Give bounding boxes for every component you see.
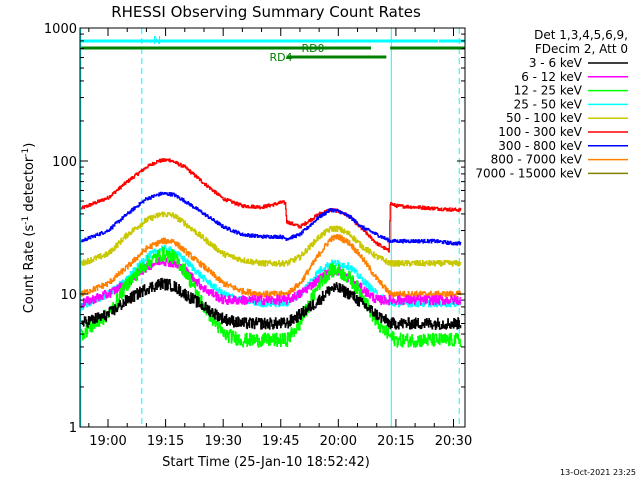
flag-label-rd0: RD0: [301, 42, 324, 55]
legend: Det 1,3,4,5,6,9, FDecim 2, Att 0 3 - 6 k…: [475, 28, 628, 180]
x-axis-label: Start Time (25-Jan-10 18:52:42): [162, 455, 370, 470]
x-tick-label: 20:00: [320, 434, 357, 449]
axes: 19:00 19:15 19:30 19:45 20:00 20:15 20:30 1 10 10…: [44, 22, 472, 449]
x-tick-label: 20:30: [435, 434, 472, 449]
x-tick-label: 19:00: [89, 434, 126, 449]
legend-label: 6 - 12 keV: [521, 70, 583, 84]
series-50-100-kev: [80, 211, 462, 267]
data-series: [80, 158, 462, 348]
flag-vertical-lines: [80, 28, 460, 427]
x-tick-label: 20:15: [377, 434, 414, 449]
legend-label: 800 - 7000 keV: [491, 153, 583, 167]
series-300-800-kev: [80, 191, 462, 246]
series-800-7000-kev: [80, 233, 462, 298]
series-3-6-kev: [81, 277, 462, 330]
y-tick-label: 1000: [44, 22, 77, 37]
y-tick-label: 100: [52, 155, 77, 170]
y-tick-label: 1: [69, 421, 77, 436]
legend-label: 100 - 300 keV: [498, 125, 582, 139]
y-axis-label: Count Rate (s-1 detector-1): [21, 143, 37, 314]
flag-label-rd4: RD4: [269, 51, 292, 64]
x-tick-label: 19:30: [204, 434, 241, 449]
legend-label: 300 - 800 keV: [498, 139, 582, 153]
legend-label: 3 - 6 keV: [529, 56, 583, 70]
series-100-300-kev: [80, 158, 462, 253]
y-tick-label: 10: [60, 288, 77, 303]
observing-flags: N RD0 RD4: [81, 34, 465, 64]
x-tick-label: 19:15: [147, 434, 184, 449]
x-tick-label: 19:45: [262, 434, 299, 449]
legend-label: 25 - 50 keV: [514, 97, 583, 111]
legend-header-detectors: Det 1,3,4,5,6,9,: [534, 28, 628, 42]
legend-label: 7000 - 15000 keV: [475, 166, 582, 180]
legend-label: 12 - 25 keV: [514, 84, 583, 98]
footer-timestamp: 13-Oct-2021 23:25: [560, 468, 636, 477]
legend-header-decimation: FDecim 2, Att 0: [535, 42, 628, 56]
plot-frame: [79, 27, 466, 428]
chart-title: RHESSI Observing Summary Count Rates: [111, 3, 421, 21]
legend-label: 50 - 100 keV: [506, 111, 583, 125]
flag-label-n: N: [153, 34, 161, 47]
series-12-25-kev: [80, 247, 462, 348]
